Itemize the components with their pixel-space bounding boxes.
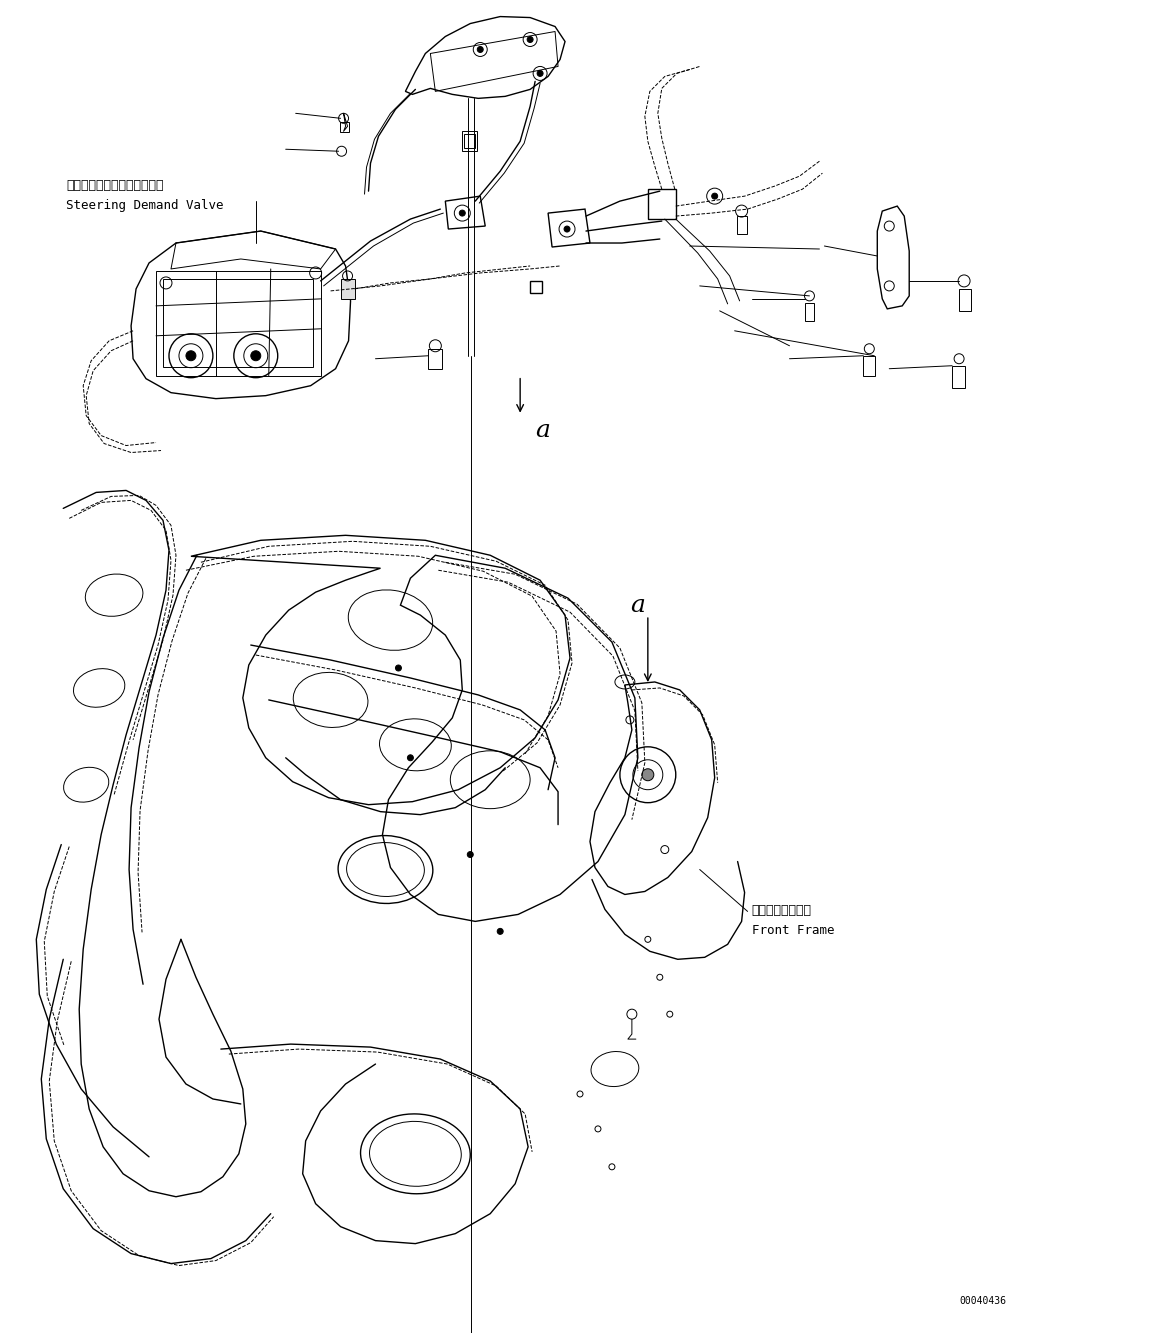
Bar — [530, 280, 542, 292]
Circle shape — [477, 47, 484, 52]
Bar — [464, 135, 476, 148]
Circle shape — [642, 769, 654, 781]
Circle shape — [251, 351, 261, 360]
Bar — [959, 288, 971, 311]
Circle shape — [407, 754, 413, 761]
Text: a: a — [535, 419, 550, 442]
Text: Front Frame: Front Frame — [751, 924, 834, 937]
Text: 00040436: 00040436 — [959, 1296, 1006, 1307]
Circle shape — [186, 351, 195, 360]
Text: a: a — [630, 594, 644, 617]
Bar — [952, 366, 965, 387]
Text: Steering Demand Valve: Steering Demand Valve — [66, 199, 223, 212]
Circle shape — [468, 852, 473, 857]
Text: ステアリングデマンドバルブ: ステアリングデマンドバルブ — [66, 179, 164, 192]
Bar — [428, 348, 442, 368]
Circle shape — [459, 210, 465, 216]
Circle shape — [527, 36, 533, 43]
Circle shape — [395, 665, 401, 672]
Bar — [462, 131, 477, 151]
Bar — [648, 190, 676, 219]
Bar — [863, 355, 876, 375]
Bar — [341, 279, 355, 299]
Circle shape — [712, 194, 718, 199]
Bar — [163, 279, 313, 367]
Bar — [340, 123, 349, 132]
Bar — [156, 271, 321, 375]
Circle shape — [498, 928, 504, 934]
Bar — [806, 303, 814, 320]
Circle shape — [564, 226, 570, 232]
Circle shape — [537, 71, 543, 76]
Text: フロントフレーム: フロントフレーム — [751, 904, 812, 917]
Bar — [736, 216, 747, 234]
